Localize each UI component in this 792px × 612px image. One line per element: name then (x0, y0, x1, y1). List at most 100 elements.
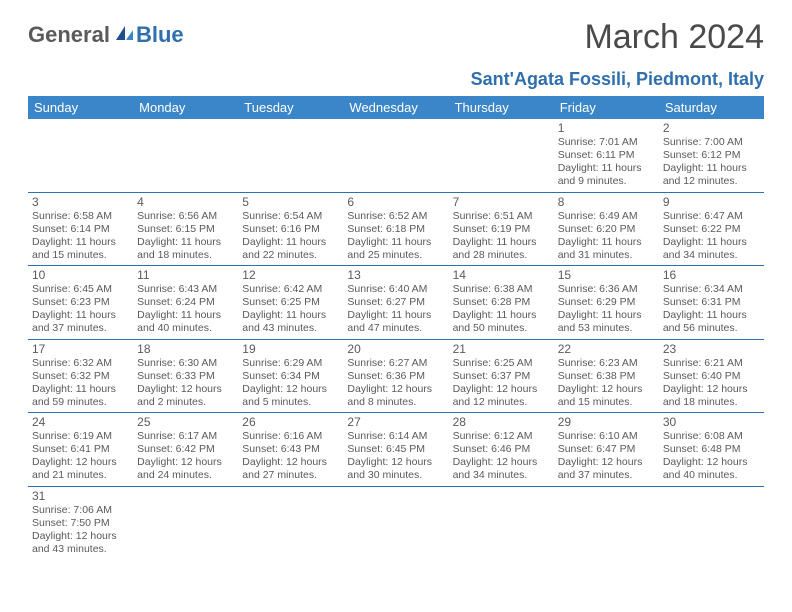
location: Sant'Agata Fossili, Piedmont, Italy (471, 69, 764, 90)
calendar-cell: 21Sunrise: 6:25 AMSunset: 6:37 PMDayligh… (449, 339, 554, 413)
header: General Blue March 2024 Sant'Agata Fossi… (28, 18, 764, 90)
day-number: 3 (32, 195, 129, 209)
calendar-cell: 30Sunrise: 6:08 AMSunset: 6:48 PMDayligh… (659, 413, 764, 487)
day-header: Wednesday (343, 96, 448, 119)
day-info: Sunrise: 6:21 AMSunset: 6:40 PMDaylight:… (663, 357, 760, 410)
calendar-body: 1Sunrise: 7:01 AMSunset: 6:11 PMDaylight… (28, 119, 764, 559)
day-info: Sunrise: 6:47 AMSunset: 6:22 PMDaylight:… (663, 210, 760, 263)
calendar-cell: 3Sunrise: 6:58 AMSunset: 6:14 PMDaylight… (28, 192, 133, 266)
day-number: 29 (558, 415, 655, 429)
day-number: 8 (558, 195, 655, 209)
day-number: 15 (558, 268, 655, 282)
day-info: Sunrise: 6:54 AMSunset: 6:16 PMDaylight:… (242, 210, 339, 263)
calendar-cell: 15Sunrise: 6:36 AMSunset: 6:29 PMDayligh… (554, 266, 659, 340)
logo-text-1: General (28, 22, 110, 48)
day-info: Sunrise: 6:58 AMSunset: 6:14 PMDaylight:… (32, 210, 129, 263)
day-header: Saturday (659, 96, 764, 119)
calendar-cell: 26Sunrise: 6:16 AMSunset: 6:43 PMDayligh… (238, 413, 343, 487)
calendar-cell: 10Sunrise: 6:45 AMSunset: 6:23 PMDayligh… (28, 266, 133, 340)
calendar-cell-empty (133, 486, 238, 559)
day-number: 2 (663, 121, 760, 135)
day-header: Sunday (28, 96, 133, 119)
day-number: 26 (242, 415, 339, 429)
day-number: 6 (347, 195, 444, 209)
calendar-cell: 8Sunrise: 6:49 AMSunset: 6:20 PMDaylight… (554, 192, 659, 266)
day-number: 30 (663, 415, 760, 429)
calendar-row: 17Sunrise: 6:32 AMSunset: 6:32 PMDayligh… (28, 339, 764, 413)
logo-text-2: Blue (136, 22, 184, 48)
day-header: Tuesday (238, 96, 343, 119)
day-info: Sunrise: 6:17 AMSunset: 6:42 PMDaylight:… (137, 430, 234, 483)
day-info: Sunrise: 6:14 AMSunset: 6:45 PMDaylight:… (347, 430, 444, 483)
day-number: 12 (242, 268, 339, 282)
day-info: Sunrise: 7:06 AMSunset: 7:50 PMDaylight:… (32, 504, 129, 557)
calendar-cell: 1Sunrise: 7:01 AMSunset: 6:11 PMDaylight… (554, 119, 659, 192)
day-info: Sunrise: 6:19 AMSunset: 6:41 PMDaylight:… (32, 430, 129, 483)
calendar-cell-empty (133, 119, 238, 192)
calendar-cell: 17Sunrise: 6:32 AMSunset: 6:32 PMDayligh… (28, 339, 133, 413)
day-info: Sunrise: 6:45 AMSunset: 6:23 PMDaylight:… (32, 283, 129, 336)
day-info: Sunrise: 6:08 AMSunset: 6:48 PMDaylight:… (663, 430, 760, 483)
calendar-cell-empty (449, 486, 554, 559)
day-number: 25 (137, 415, 234, 429)
day-info: Sunrise: 6:40 AMSunset: 6:27 PMDaylight:… (347, 283, 444, 336)
calendar-cell: 9Sunrise: 6:47 AMSunset: 6:22 PMDaylight… (659, 192, 764, 266)
day-number: 10 (32, 268, 129, 282)
calendar-cell: 14Sunrise: 6:38 AMSunset: 6:28 PMDayligh… (449, 266, 554, 340)
calendar-cell: 22Sunrise: 6:23 AMSunset: 6:38 PMDayligh… (554, 339, 659, 413)
day-info: Sunrise: 6:34 AMSunset: 6:31 PMDaylight:… (663, 283, 760, 336)
day-info: Sunrise: 6:10 AMSunset: 6:47 PMDaylight:… (558, 430, 655, 483)
day-number: 7 (453, 195, 550, 209)
day-info: Sunrise: 6:25 AMSunset: 6:37 PMDaylight:… (453, 357, 550, 410)
day-number: 22 (558, 342, 655, 356)
calendar-cell: 25Sunrise: 6:17 AMSunset: 6:42 PMDayligh… (133, 413, 238, 487)
day-number: 5 (242, 195, 339, 209)
day-number: 1 (558, 121, 655, 135)
calendar-cell: 6Sunrise: 6:52 AMSunset: 6:18 PMDaylight… (343, 192, 448, 266)
logo: General Blue (28, 18, 184, 48)
calendar-cell: 28Sunrise: 6:12 AMSunset: 6:46 PMDayligh… (449, 413, 554, 487)
calendar-cell-empty (659, 486, 764, 559)
calendar-cell: 29Sunrise: 6:10 AMSunset: 6:47 PMDayligh… (554, 413, 659, 487)
day-number: 31 (32, 489, 129, 503)
calendar-cell: 23Sunrise: 6:21 AMSunset: 6:40 PMDayligh… (659, 339, 764, 413)
calendar-row: 10Sunrise: 6:45 AMSunset: 6:23 PMDayligh… (28, 266, 764, 340)
day-info: Sunrise: 6:27 AMSunset: 6:36 PMDaylight:… (347, 357, 444, 410)
calendar-cell: 7Sunrise: 6:51 AMSunset: 6:19 PMDaylight… (449, 192, 554, 266)
calendar-row: 3Sunrise: 6:58 AMSunset: 6:14 PMDaylight… (28, 192, 764, 266)
calendar-cell: 2Sunrise: 7:00 AMSunset: 6:12 PMDaylight… (659, 119, 764, 192)
day-number: 16 (663, 268, 760, 282)
day-number: 13 (347, 268, 444, 282)
calendar-cell-empty (28, 119, 133, 192)
day-header: Friday (554, 96, 659, 119)
calendar-cell-empty (238, 119, 343, 192)
day-info: Sunrise: 6:16 AMSunset: 6:43 PMDaylight:… (242, 430, 339, 483)
day-info: Sunrise: 6:32 AMSunset: 6:32 PMDaylight:… (32, 357, 129, 410)
day-header-row: SundayMondayTuesdayWednesdayThursdayFrid… (28, 96, 764, 119)
calendar-cell-empty (238, 486, 343, 559)
calendar-cell-empty (343, 119, 448, 192)
calendar-cell-empty (449, 119, 554, 192)
day-number: 24 (32, 415, 129, 429)
day-info: Sunrise: 6:23 AMSunset: 6:38 PMDaylight:… (558, 357, 655, 410)
calendar-cell: 18Sunrise: 6:30 AMSunset: 6:33 PMDayligh… (133, 339, 238, 413)
day-header: Monday (133, 96, 238, 119)
calendar-row: 1Sunrise: 7:01 AMSunset: 6:11 PMDaylight… (28, 119, 764, 192)
day-info: Sunrise: 6:56 AMSunset: 6:15 PMDaylight:… (137, 210, 234, 263)
day-number: 18 (137, 342, 234, 356)
calendar-cell: 19Sunrise: 6:29 AMSunset: 6:34 PMDayligh… (238, 339, 343, 413)
calendar-cell: 20Sunrise: 6:27 AMSunset: 6:36 PMDayligh… (343, 339, 448, 413)
calendar-cell: 31Sunrise: 7:06 AMSunset: 7:50 PMDayligh… (28, 486, 133, 559)
day-number: 21 (453, 342, 550, 356)
day-number: 27 (347, 415, 444, 429)
day-info: Sunrise: 6:43 AMSunset: 6:24 PMDaylight:… (137, 283, 234, 336)
day-number: 14 (453, 268, 550, 282)
day-number: 17 (32, 342, 129, 356)
calendar-row: 31Sunrise: 7:06 AMSunset: 7:50 PMDayligh… (28, 486, 764, 559)
logo-sail-icon (112, 22, 134, 48)
month-title: March 2024 (471, 18, 764, 57)
calendar-row: 24Sunrise: 6:19 AMSunset: 6:41 PMDayligh… (28, 413, 764, 487)
calendar-cell: 27Sunrise: 6:14 AMSunset: 6:45 PMDayligh… (343, 413, 448, 487)
calendar-cell: 12Sunrise: 6:42 AMSunset: 6:25 PMDayligh… (238, 266, 343, 340)
day-info: Sunrise: 6:49 AMSunset: 6:20 PMDaylight:… (558, 210, 655, 263)
